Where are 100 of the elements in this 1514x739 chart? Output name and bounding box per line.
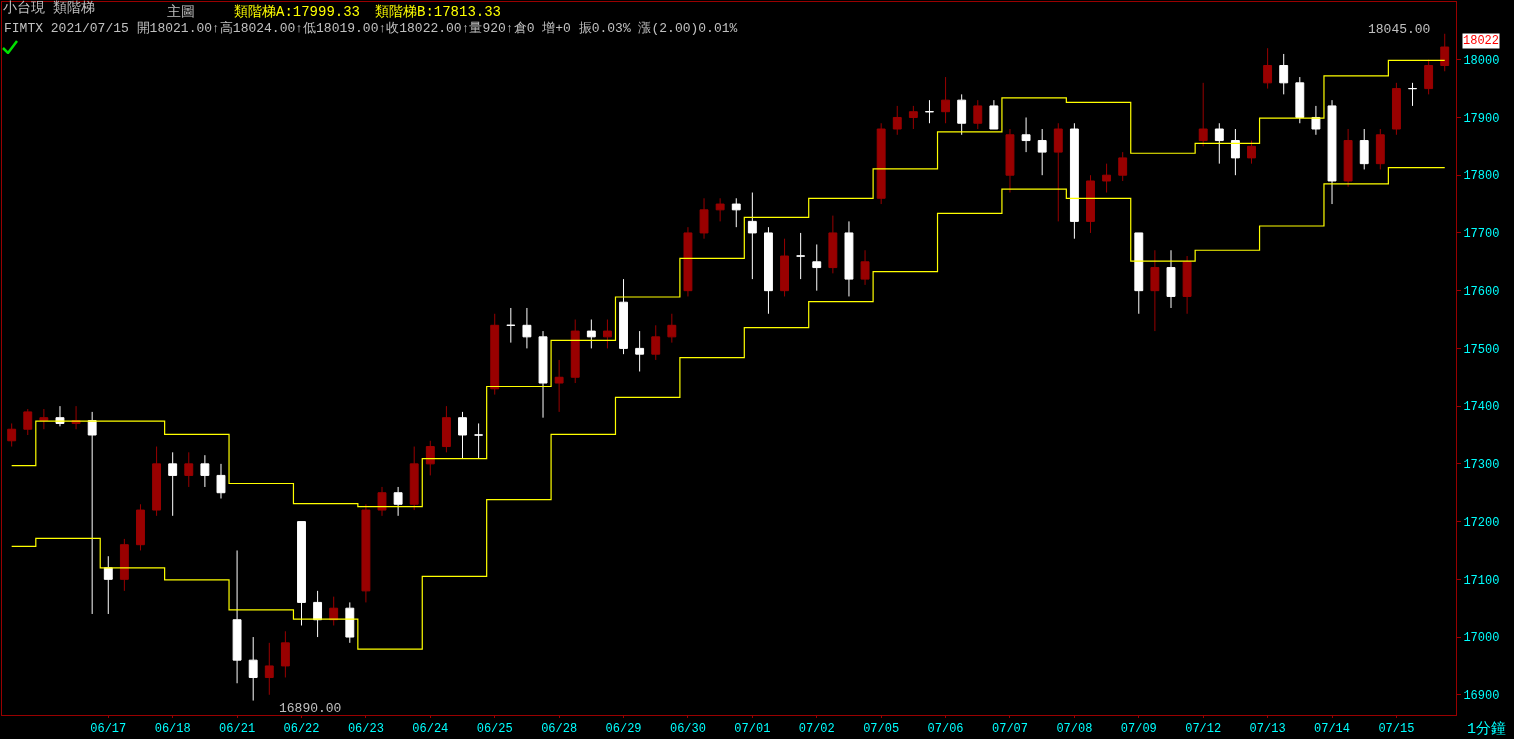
x-tick-label: 07/07 [991,722,1028,737]
x-tick-label: 07/13 [1249,722,1286,737]
x-tick-label: 06/24 [412,722,449,737]
y-tick-label: 17200 [1463,515,1500,530]
candlestick [393,486,403,517]
x-tick-label: 07/08 [1056,722,1093,737]
candlestick [892,105,902,136]
candlestick [409,446,419,511]
candlestick [329,596,339,627]
candlestick [23,408,33,436]
candlestick [941,76,951,124]
candlestick [103,555,113,615]
candlestick [1408,82,1417,107]
candlestick [1198,82,1208,147]
candlestick [458,411,467,459]
candlestick [796,232,806,280]
annotation: 18045.00 [1368,22,1431,37]
annotation: 16890.00 [279,701,342,716]
x-tick-label: 07/09 [1120,722,1157,737]
candlestick [136,503,145,551]
candlestick [168,451,178,517]
candlestick [490,313,500,396]
candlestick [683,226,693,297]
x-tick-label: 06/25 [476,722,513,737]
candlestick [860,249,870,286]
candlestick [1279,53,1289,95]
candlestick [1150,249,1160,332]
candlestick [925,99,934,124]
y-tick-label: 17100 [1463,573,1500,588]
candlestick [812,243,822,292]
candlestick [1343,128,1353,188]
y-tick-label: 16900 [1463,688,1500,703]
y-tick-label: 17000 [1463,631,1500,646]
annotation: 類階梯B:17813.33 [375,4,502,20]
candlestick [570,319,580,384]
candlestick [425,440,435,476]
candlestick [586,319,596,349]
x-tick-label: 07/14 [1314,722,1351,737]
candlestick [1134,232,1144,315]
y-tick-label: 17900 [1463,111,1500,126]
candlestick [1247,140,1256,165]
y-tick-label: 17300 [1463,458,1500,473]
text: 1分鐘 [1467,720,1507,738]
candlestick [957,93,967,136]
candlestick [1327,99,1337,205]
candlestick [731,197,741,228]
x-tick-label: 06/17 [90,722,127,737]
candlestick [1005,128,1015,194]
candlestick [828,215,838,274]
candlestick [1263,47,1273,90]
candlestick [699,197,709,240]
candlestick [780,238,789,297]
y-tick-label: 17400 [1463,400,1500,415]
candlestick [313,590,323,638]
candlestick [361,503,371,603]
candlestick [1037,128,1047,176]
x-tick-label: 06/23 [347,722,384,737]
x-tick-label: 06/29 [605,722,642,737]
candlestick [619,278,628,355]
candlestick [1375,128,1385,170]
candlestick [764,226,773,315]
candlestick [538,330,548,419]
candlestick [522,307,532,349]
candlestick [1182,255,1192,315]
candlestick [747,192,757,280]
candlestick [635,330,645,372]
candlestick [1166,249,1176,309]
candlestick [973,99,983,130]
candlestick [989,99,999,130]
candlestick [908,105,918,130]
y-tick-label: 17500 [1463,342,1500,357]
candlestick [651,324,661,361]
y-tick-label: 17800 [1463,169,1500,184]
candlestick [200,454,210,488]
x-tick-label: 07/15 [1378,722,1415,737]
candlestick [1214,122,1224,165]
x-tick-label: 07/02 [798,722,835,737]
candlestick [1102,163,1112,194]
candlestick [264,642,274,696]
candlestick [297,521,306,627]
text: 18022 [1463,34,1500,48]
candlestick [1391,82,1401,136]
candlestick [876,122,886,205]
candlestick [87,411,97,615]
candlestick [248,636,258,702]
candlestick [7,422,17,448]
candlestick [1118,151,1128,182]
candlestick [1053,122,1063,222]
candlestick [1021,116,1031,153]
candlestick [844,220,854,297]
candlestick [554,359,564,413]
candlestick [1359,128,1369,170]
candlestick [602,319,612,349]
candlestick [1069,122,1079,240]
candlestick [1440,33,1450,72]
x-tick-label: 07/12 [1185,722,1222,737]
candlestick [1230,128,1240,176]
candlestick [345,601,355,644]
x-tick-label: 07/06 [927,722,964,737]
annotation: 主圖 [167,4,195,20]
